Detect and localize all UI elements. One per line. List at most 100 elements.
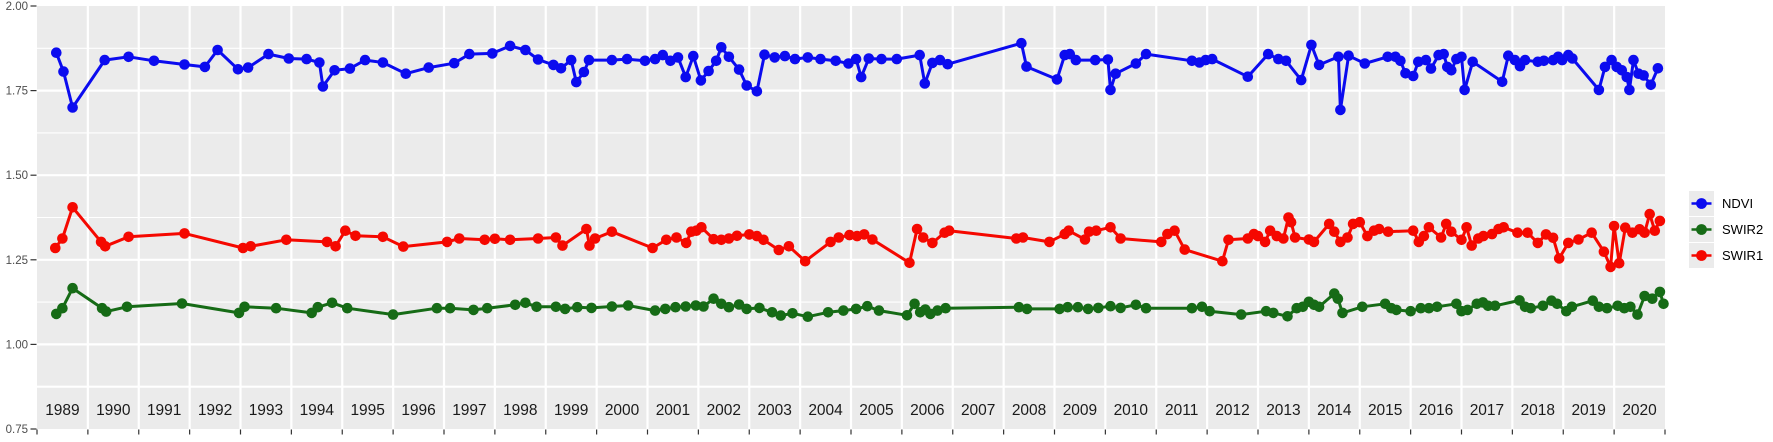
data-point-swir1 xyxy=(858,229,870,240)
x-year-label: 2000 xyxy=(605,402,640,419)
data-point-ndvi xyxy=(1359,58,1371,69)
data-point-swir1 xyxy=(1382,226,1394,237)
data-point-ndvi xyxy=(830,55,841,67)
data-point-swir2 xyxy=(1431,301,1443,313)
data-point-swir2 xyxy=(1551,298,1563,310)
data-point-swir2 xyxy=(1013,301,1025,313)
x-year-label: 2004 xyxy=(808,402,843,419)
data-point-swir1 xyxy=(1115,233,1126,244)
data-point-swir1 xyxy=(1608,220,1620,232)
data-point-swir2 xyxy=(802,311,814,323)
y-tick-label: 1.00 xyxy=(6,339,28,351)
data-point-swir1 xyxy=(57,233,68,244)
data-point-swir1 xyxy=(783,241,795,252)
data-point-ndvi xyxy=(1407,70,1419,82)
data-point-ndvi xyxy=(317,81,329,92)
data-point-ndvi xyxy=(1280,55,1292,67)
data-point-ndvi xyxy=(863,53,875,64)
data-point-ndvi xyxy=(1538,55,1550,67)
data-point-ndvi xyxy=(789,53,801,65)
data-point-swir2 xyxy=(100,306,112,317)
data-point-ndvi xyxy=(423,62,435,73)
data-point-ndvi xyxy=(487,48,498,59)
data-point-swir2 xyxy=(57,302,68,314)
data-point-ndvi xyxy=(606,54,618,66)
y-tick-label: 2.00 xyxy=(6,1,28,13)
legend-label: SWIR2 xyxy=(1722,222,1764,237)
data-point-ndvi xyxy=(1624,84,1635,96)
data-point-swir1 xyxy=(731,230,743,242)
data-point-swir1 xyxy=(1044,236,1055,248)
data-point-swir1 xyxy=(1466,240,1477,251)
data-point-ndvi xyxy=(1089,54,1101,66)
y-tick-label: 0.75 xyxy=(6,424,28,436)
x-year-label: 2001 xyxy=(656,402,690,419)
data-point-ndvi xyxy=(67,102,78,113)
x-year-label: 2008 xyxy=(1012,402,1046,419)
data-point-ndvi xyxy=(565,54,577,66)
data-point-swir2 xyxy=(1204,305,1215,317)
data-point-ndvi xyxy=(179,59,190,70)
data-point-swir1 xyxy=(1654,215,1666,227)
data-point-swir1 xyxy=(340,225,351,236)
data-point-swir2 xyxy=(670,301,681,313)
data-point-swir1 xyxy=(1605,261,1616,273)
data-point-swir1 xyxy=(904,257,915,269)
data-point-swir2 xyxy=(708,293,719,305)
x-year-label: 1991 xyxy=(147,402,181,419)
data-point-swir2 xyxy=(1625,301,1636,313)
data-point-swir1 xyxy=(1063,225,1074,236)
data-point-ndvi xyxy=(716,42,727,53)
data-point-swir2 xyxy=(1313,301,1325,313)
data-point-ndvi xyxy=(1105,84,1116,96)
data-point-ndvi xyxy=(1652,63,1664,74)
data-point-swir1 xyxy=(1308,236,1320,248)
data-point-ndvi xyxy=(1102,54,1114,65)
data-point-swir1 xyxy=(647,242,658,254)
data-point-ndvi xyxy=(329,65,340,76)
data-point-ndvi xyxy=(123,51,134,63)
data-point-ndvi xyxy=(1446,65,1457,76)
data-point-swir1 xyxy=(1223,234,1234,246)
x-year-label: 2015 xyxy=(1368,402,1402,419)
data-point-swir2 xyxy=(1021,303,1033,315)
legend-key-icon xyxy=(1689,243,1714,268)
data-point-swir1 xyxy=(1373,223,1385,235)
x-year-label: 1993 xyxy=(249,402,283,419)
data-point-ndvi xyxy=(148,55,160,67)
data-point-ndvi xyxy=(1593,84,1605,96)
y-tick-label: 1.75 xyxy=(6,86,28,98)
legend-item-ndvi: NDVI xyxy=(1689,191,1763,216)
y-tick-label: 1.50 xyxy=(6,170,28,182)
data-point-ndvi xyxy=(769,52,780,63)
data-point-ndvi xyxy=(242,62,254,73)
x-year-label: 2006 xyxy=(910,402,944,419)
data-point-swir1 xyxy=(917,232,929,243)
x-year-label: 1995 xyxy=(350,402,384,419)
data-point-swir2 xyxy=(1423,302,1435,314)
data-point-ndvi xyxy=(1016,37,1027,49)
data-point-swir2 xyxy=(531,301,542,313)
data-point-swir2 xyxy=(622,300,634,311)
data-point-ndvi xyxy=(232,64,244,75)
x-year-label: 2014 xyxy=(1317,402,1352,419)
data-point-swir2 xyxy=(572,301,583,313)
data-point-ndvi xyxy=(891,53,903,65)
legend-label: NDVI xyxy=(1722,196,1754,211)
data-point-swir2 xyxy=(468,304,479,316)
data-point-ndvi xyxy=(741,80,752,91)
data-point-swir2 xyxy=(1062,301,1073,313)
data-point-ndvi xyxy=(723,51,735,63)
data-point-ndvi xyxy=(1382,51,1393,63)
data-point-swir2 xyxy=(1105,300,1116,312)
data-point-swir1 xyxy=(911,223,923,235)
x-year-label: 2007 xyxy=(961,402,995,419)
data-point-swir2 xyxy=(1357,301,1368,313)
data-point-swir1 xyxy=(532,233,544,244)
x-year-label: 1996 xyxy=(401,402,435,419)
data-point-swir1 xyxy=(504,234,516,246)
data-point-ndvi xyxy=(1306,39,1317,51)
data-point-ndvi xyxy=(815,53,826,65)
data-point-ndvi xyxy=(639,55,651,67)
data-point-swir1 xyxy=(377,231,389,243)
